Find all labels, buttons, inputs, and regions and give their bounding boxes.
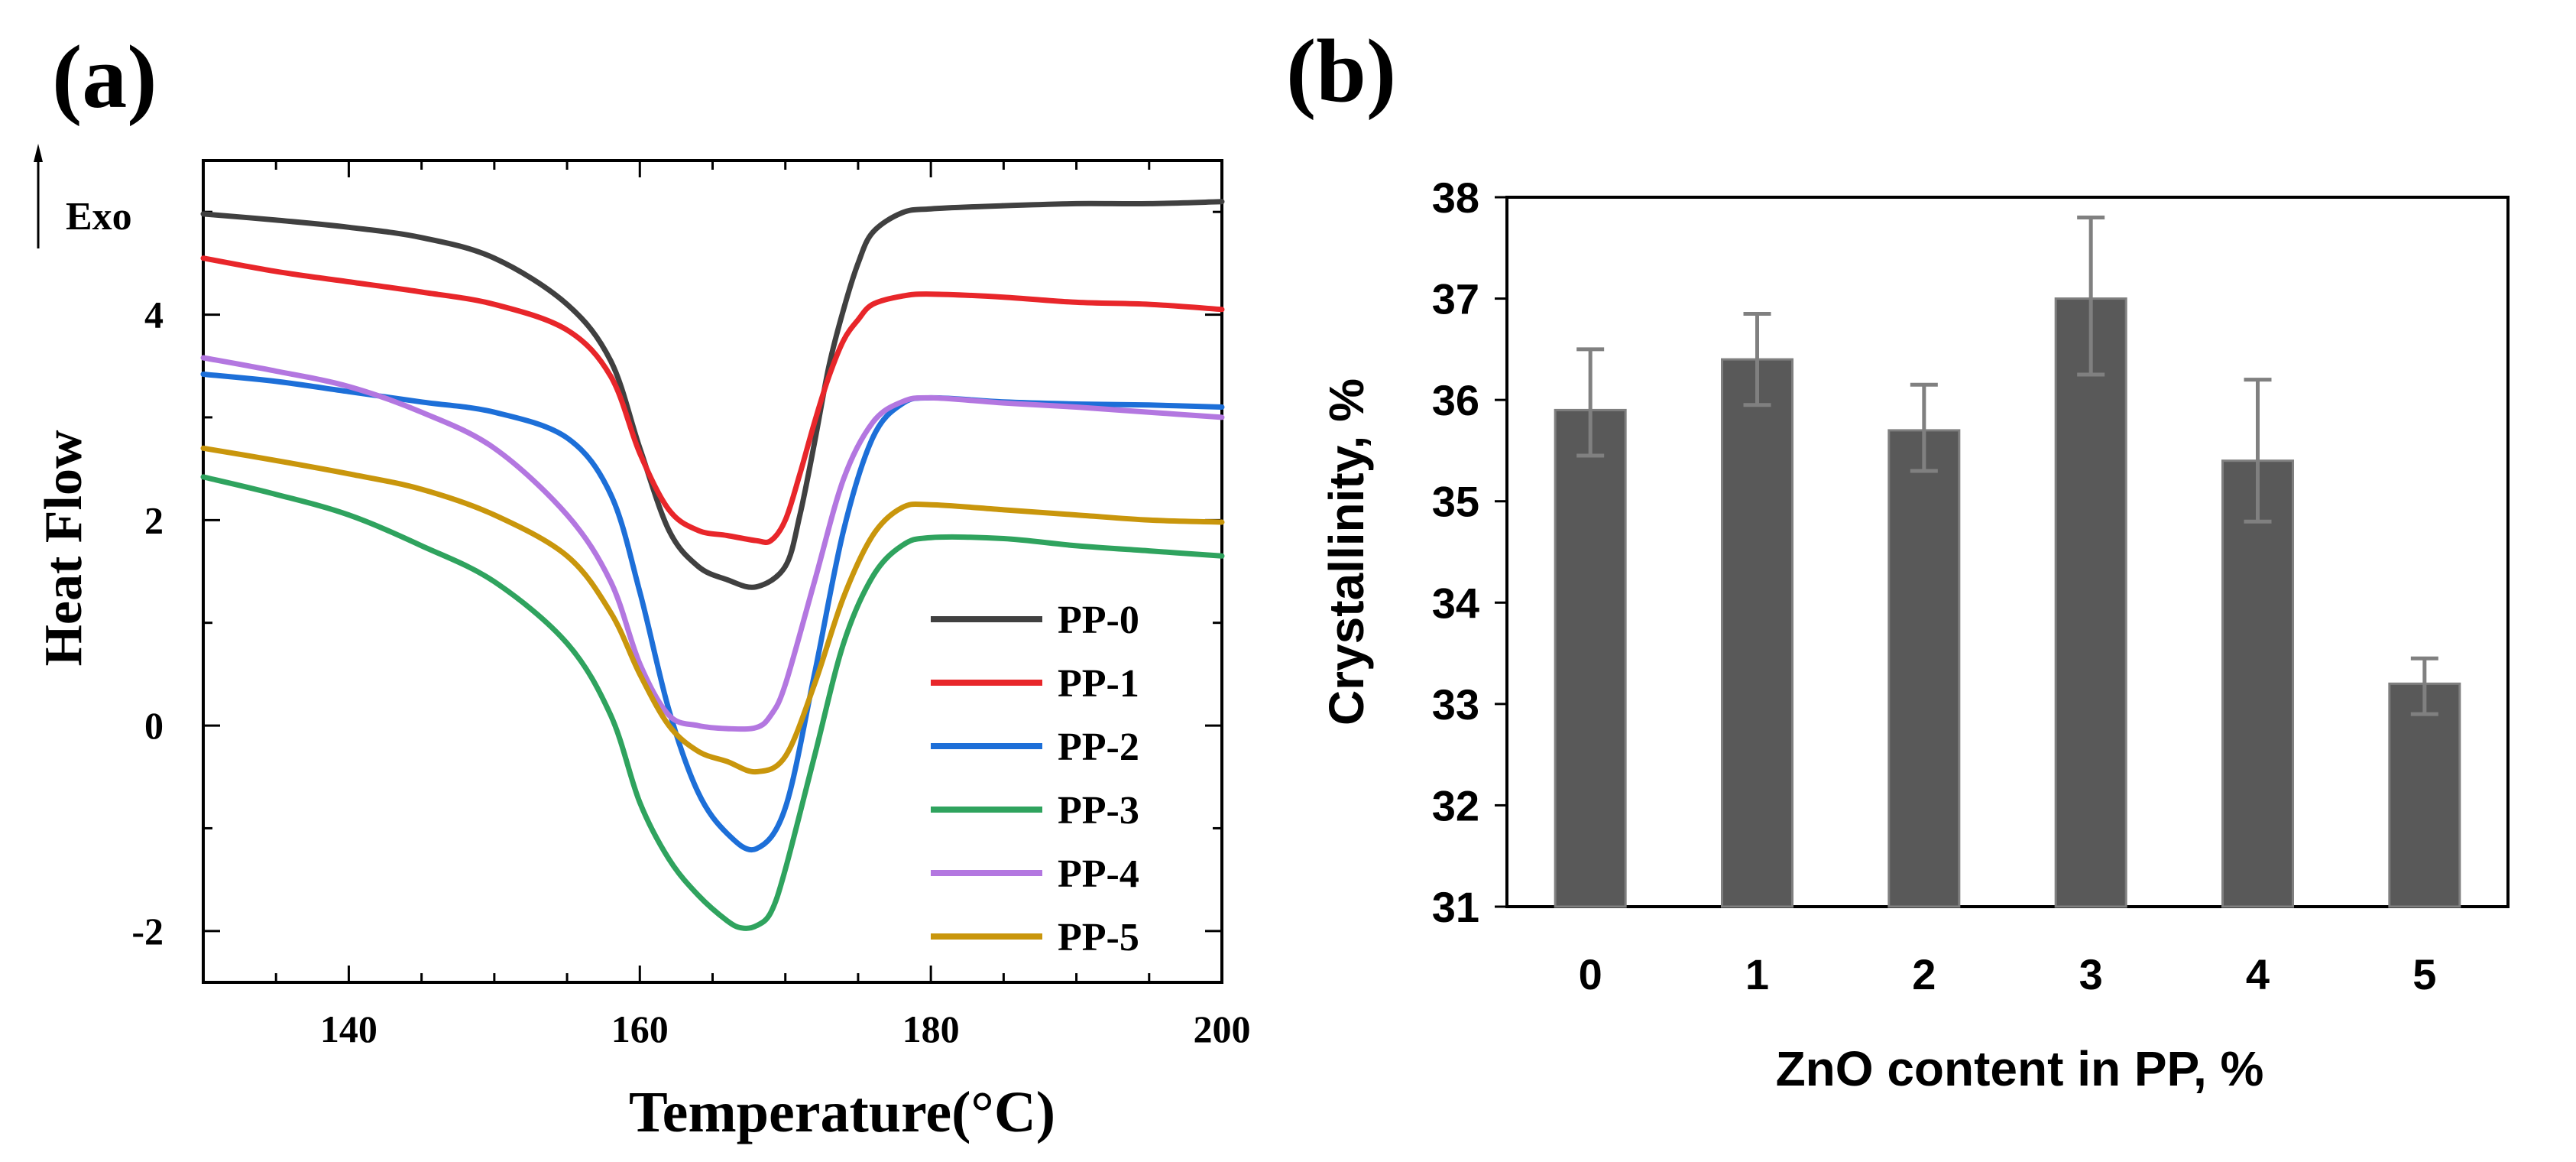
series-line-pp-1 <box>200 255 1225 545</box>
y-tick-label-b: 36 <box>1432 376 1479 424</box>
y-tick-label-a: 4 <box>144 294 164 336</box>
y-tick-label-b: 32 <box>1432 781 1479 829</box>
x-tick-label-b: 5 <box>2412 950 2436 998</box>
bar-2 <box>1887 429 1961 908</box>
y-tick-label-b: 34 <box>1432 579 1479 627</box>
legend-label-pp-2: PP-2 <box>1058 725 1139 769</box>
y-tick-label-b: 31 <box>1432 883 1479 931</box>
legend-label-pp-1: PP-1 <box>1058 662 1139 706</box>
plot-frame-b <box>1505 196 2510 908</box>
legend-label-pp-3: PP-3 <box>1058 789 1139 833</box>
y-tick-label-b: 38 <box>1432 174 1479 222</box>
y-tick-label-a: 0 <box>144 704 164 747</box>
series-line-pp-3 <box>200 474 1225 931</box>
series-line-pp-0 <box>200 199 1225 590</box>
x-tick-label-a: 200 <box>1194 1008 1251 1050</box>
y-axis-label-a: Heat Flow <box>34 430 93 667</box>
error-bars-b <box>1576 216 2438 716</box>
bar-5 <box>2388 682 2461 908</box>
x-tick-label-b: 4 <box>2246 950 2270 998</box>
y-tick-label-a: 2 <box>144 498 164 541</box>
legend-a: PP-0 PP-1 PP-2 PP-3 PP-4 PP-5 <box>931 599 1139 959</box>
panel-a-label: (a) <box>52 27 157 127</box>
y-tick-label-a: -2 <box>131 910 164 953</box>
bar-0 <box>1554 408 1627 908</box>
legend-label-pp-5: PP-5 <box>1058 916 1139 959</box>
y-tick-label-b: 35 <box>1432 478 1479 526</box>
x-tick-label-a: 160 <box>611 1008 669 1050</box>
bar-4 <box>2221 459 2294 908</box>
x-tick-label-b: 2 <box>1912 950 1936 998</box>
x-axis-label-a: Temperature(°C) <box>629 1080 1055 1144</box>
axis-ticks-b <box>1495 196 1507 908</box>
x-tick-label-a: 180 <box>902 1008 960 1050</box>
series-line-pp-4 <box>200 355 1225 732</box>
exo-arrow-icon <box>34 144 43 248</box>
x-tick-label-a: 140 <box>320 1008 377 1050</box>
tick-labels-a: 140 160 180 200 -2 0 2 4 <box>131 294 1250 1050</box>
x-tick-label-b: 1 <box>1745 950 1769 998</box>
series-line-pp-5 <box>200 445 1225 775</box>
x-tick-label-b: 0 <box>1579 950 1602 998</box>
bars-b <box>1554 297 2461 908</box>
y-tick-label-b: 37 <box>1432 275 1479 323</box>
bar-3 <box>2054 297 2127 908</box>
x-axis-label-b: ZnO content in PP, % <box>1776 1041 2264 1096</box>
series-lines-a <box>200 199 1225 931</box>
exo-label: Exo <box>66 195 132 239</box>
legend-label-pp-0: PP-0 <box>1058 599 1139 642</box>
panel-b-label: (b) <box>1286 21 1396 121</box>
legend-label-pp-4: PP-4 <box>1058 852 1139 896</box>
y-axis-label-b: Crystallinity, % <box>1319 378 1374 725</box>
x-tick-label-b: 3 <box>2079 950 2103 998</box>
bar-1 <box>1721 358 1793 908</box>
y-tick-label-b: 33 <box>1432 680 1479 729</box>
